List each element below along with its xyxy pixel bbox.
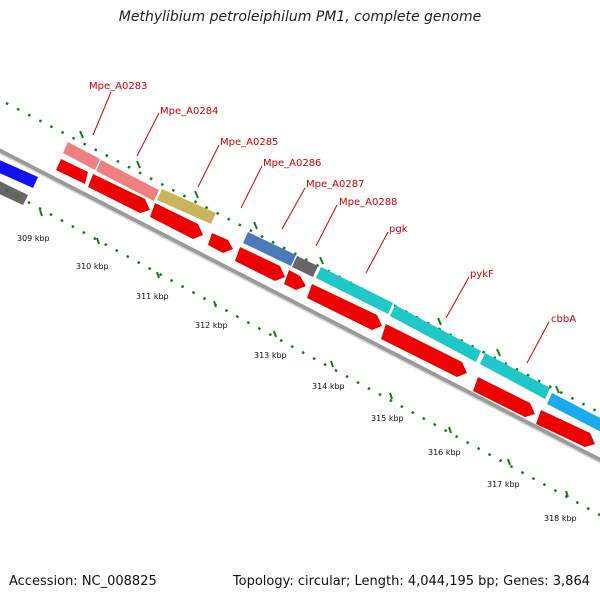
- gene-block-pgk[interactable]: [390, 305, 481, 362]
- scale-major-tick: [39, 209, 43, 217]
- leader-line: [240, 165, 263, 209]
- cds-arrow[interactable]: [381, 324, 467, 377]
- scale-label: 309 kbp: [17, 234, 50, 243]
- outer-major-tick: [555, 385, 560, 394]
- gene-label-cbbA[interactable]: cbbA: [551, 314, 576, 325]
- outer-major-tick: [496, 348, 501, 357]
- grey-gene-arrow[interactable]: [0, 179, 28, 205]
- cds-arrow[interactable]: [150, 203, 203, 239]
- outer-tick-ring: [5, 101, 600, 415]
- backbone: [0, 148, 600, 464]
- scale-major-tick: [507, 458, 511, 466]
- cds-arrows: [56, 159, 595, 447]
- scale-labels: 309 kbp 310 kbp 311 kbp 312 kbp 313 kbp …: [17, 234, 577, 523]
- leader-line: [197, 144, 220, 188]
- leader-line: [526, 321, 550, 364]
- gene-label-Mpe_A0285[interactable]: Mpe_A0285: [220, 137, 278, 148]
- gene-label-Mpe_A0284[interactable]: Mpe_A0284: [160, 106, 218, 117]
- cds-arrow[interactable]: [88, 174, 150, 213]
- cds-arrow[interactable]: [284, 270, 306, 290]
- gene-block-Mpe_A0284[interactable]: [96, 160, 159, 201]
- gene-block-pykF[interactable]: [480, 353, 550, 399]
- left-edge-genes: [0, 158, 38, 205]
- cds-arrow[interactable]: [208, 233, 233, 253]
- scale-label: 314 kbp: [312, 382, 345, 391]
- outer-major-tick: [136, 160, 141, 169]
- gene-label-pgk[interactable]: pgk: [389, 224, 408, 235]
- cds-arrow[interactable]: [536, 410, 595, 447]
- scale-major-tick: [389, 392, 393, 400]
- gene-label-Mpe_A0288[interactable]: Mpe_A0288: [339, 197, 397, 208]
- leader-line: [92, 91, 112, 136]
- cds-arrow[interactable]: [235, 247, 285, 281]
- outer-major-tick: [253, 221, 258, 230]
- backbone-line: [0, 148, 600, 463]
- scale-label: 311 kbp: [136, 292, 169, 301]
- leader-line: [136, 112, 160, 157]
- leader-line: [445, 276, 470, 319]
- gene-label-Mpe_A0283[interactable]: Mpe_A0283: [89, 81, 147, 92]
- scale-major-tick: [448, 426, 452, 434]
- inner-scale-ring: [5, 188, 600, 517]
- gene-labels: Mpe_A0283 Mpe_A0284 Mpe_A0285 Mpe_A0286 …: [89, 81, 576, 325]
- cds-arrow[interactable]: [56, 159, 88, 184]
- scale-major-tick: [96, 237, 100, 245]
- gene-label-Mpe_A0286[interactable]: Mpe_A0286: [263, 158, 321, 169]
- scale-label: 317 kbp: [487, 480, 520, 489]
- backbone-highlight: [0, 152, 600, 464]
- gene-block-cbbA[interactable]: [547, 393, 600, 434]
- accession-text: Accession: NC_008825: [9, 574, 157, 589]
- outer-dotted-ring: [5, 101, 600, 415]
- outer-major-tick: [437, 317, 442, 326]
- gene-block-Mpe_A0286[interactable]: [243, 232, 296, 266]
- gene-block-Mpe_A0283[interactable]: [63, 142, 100, 170]
- scale-major-tick: [156, 271, 160, 279]
- scale-major-tick: [273, 330, 277, 338]
- scale-label: 318 kbp: [544, 514, 577, 523]
- leader-line: [281, 187, 306, 230]
- cds-arrow[interactable]: [307, 284, 382, 330]
- blue-gene-arrow[interactable]: [0, 158, 38, 188]
- outer-major-tick: [79, 130, 84, 139]
- scale-label: 312 kbp: [195, 321, 228, 330]
- scale-label: 313 kbp: [254, 351, 287, 360]
- gene-block-Mpe_A0287[interactable]: [292, 256, 318, 277]
- map-title: Methylibium petroleiphilum PM1, complete…: [118, 9, 482, 25]
- gene-label-leaders: [92, 91, 550, 364]
- outer-major-tick: [194, 190, 199, 199]
- leader-line: [315, 204, 338, 247]
- topology-text: Topology: circular; Length: 4,044,195 bp…: [232, 574, 590, 589]
- gene-block-Mpe_A0285[interactable]: [157, 189, 216, 224]
- scale-major-tick: [330, 360, 334, 368]
- cds-arrow[interactable]: [473, 377, 535, 417]
- gene-block-Mpe_A0288[interactable]: [316, 267, 393, 314]
- gene-features: [63, 142, 600, 434]
- scale-major-tick: [213, 300, 217, 308]
- leader-line: [365, 231, 389, 274]
- inner-dotted-ring: [5, 188, 600, 517]
- gene-label-Mpe_A0287[interactable]: Mpe_A0287: [306, 179, 364, 190]
- gene-label-pykF[interactable]: pykF: [470, 269, 494, 280]
- scale-major-tick: [565, 490, 569, 498]
- outer-major-tick: [319, 256, 324, 265]
- scale-label: 310 kbp: [76, 262, 109, 271]
- scale-label: 315 kbp: [371, 414, 404, 423]
- scale-label: 316 kbp: [428, 448, 461, 457]
